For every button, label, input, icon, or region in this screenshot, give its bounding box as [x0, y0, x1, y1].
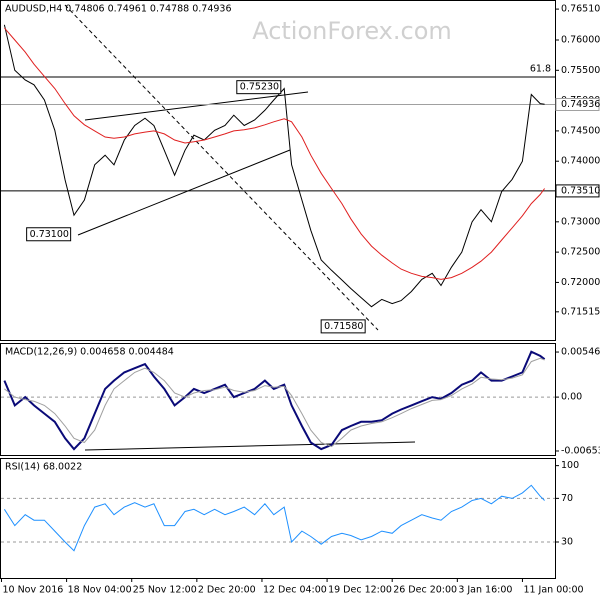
y-tick-label: 0.76000	[561, 35, 600, 46]
y-tick-label: 0.72500	[561, 247, 600, 258]
y-tick-label: 0.005464	[561, 347, 600, 358]
series-line	[3, 484, 545, 552]
x-tick-label: 26 Dec 20:00	[393, 585, 457, 596]
annotation-box	[26, 227, 72, 242]
y-tick-label: -0.006533	[561, 445, 600, 456]
y-tick-label: 0.73000	[561, 216, 600, 227]
x-tick-label: 11 Jan 00:00	[523, 585, 583, 596]
y-tick-label: 0.74500	[561, 125, 600, 136]
series-line	[4, 27, 546, 280]
y-tick-label: 100	[561, 460, 579, 471]
x-tick-label: 12 Dec 04:00	[263, 585, 327, 596]
y-tick-label: 0.75500	[561, 65, 600, 76]
watermark: ActionForex.com	[252, 17, 452, 45]
panel-title: MACD(12,26,9) 0.004658 0.004484	[5, 347, 174, 358]
macd-panel	[0, 343, 556, 456]
x-tick-label: 2 Dec 20:00	[198, 585, 256, 596]
x-tick-label: 10 Nov 2016	[2, 585, 63, 596]
annotation-box	[236, 80, 282, 95]
y-tick-label: 30	[561, 537, 573, 548]
trend-line	[64, 4, 379, 331]
x-tick-label: 3 Jan 16:00	[458, 585, 512, 596]
y-tick-label: 0.72000	[561, 277, 600, 288]
price-panel	[0, 0, 556, 341]
y-tick-label: 0.76510	[561, 4, 600, 15]
y-tick-label: 0.74000	[561, 156, 600, 167]
annotation-label: 0.73100	[30, 229, 69, 240]
series-line	[3, 350, 546, 451]
level-label: 0.74936	[561, 99, 600, 110]
level-label-box	[555, 184, 600, 198]
trend-line	[84, 91, 309, 121]
fib-label: 61.8	[530, 63, 551, 74]
y-tick-label: 0.00	[561, 392, 582, 403]
level-label: 0.73510	[561, 185, 600, 196]
x-tick-label: 18 Nov 04:00	[68, 585, 132, 596]
rsi-panel	[0, 458, 556, 579]
panel-title: RSI(14) 68.0022	[5, 462, 82, 473]
annotation-label: 0.71580	[324, 321, 363, 332]
y-tick-label: 70	[561, 493, 573, 504]
panel-title: AUDUSD,H4 0.74806 0.74961 0.74788 0.7493…	[5, 4, 232, 15]
level-label-box	[555, 97, 600, 111]
y-tick-label: 0.71515	[561, 306, 600, 317]
annotation-box	[320, 319, 366, 334]
trend-line	[77, 149, 291, 236]
x-tick-label: 19 Dec 12:00	[328, 585, 392, 596]
x-tick-label: 25 Nov 12:00	[133, 585, 197, 596]
series-line	[4, 357, 545, 448]
annotation-label: 0.75230	[240, 82, 279, 93]
trend-line	[84, 441, 416, 451]
series-line	[3, 24, 545, 308]
